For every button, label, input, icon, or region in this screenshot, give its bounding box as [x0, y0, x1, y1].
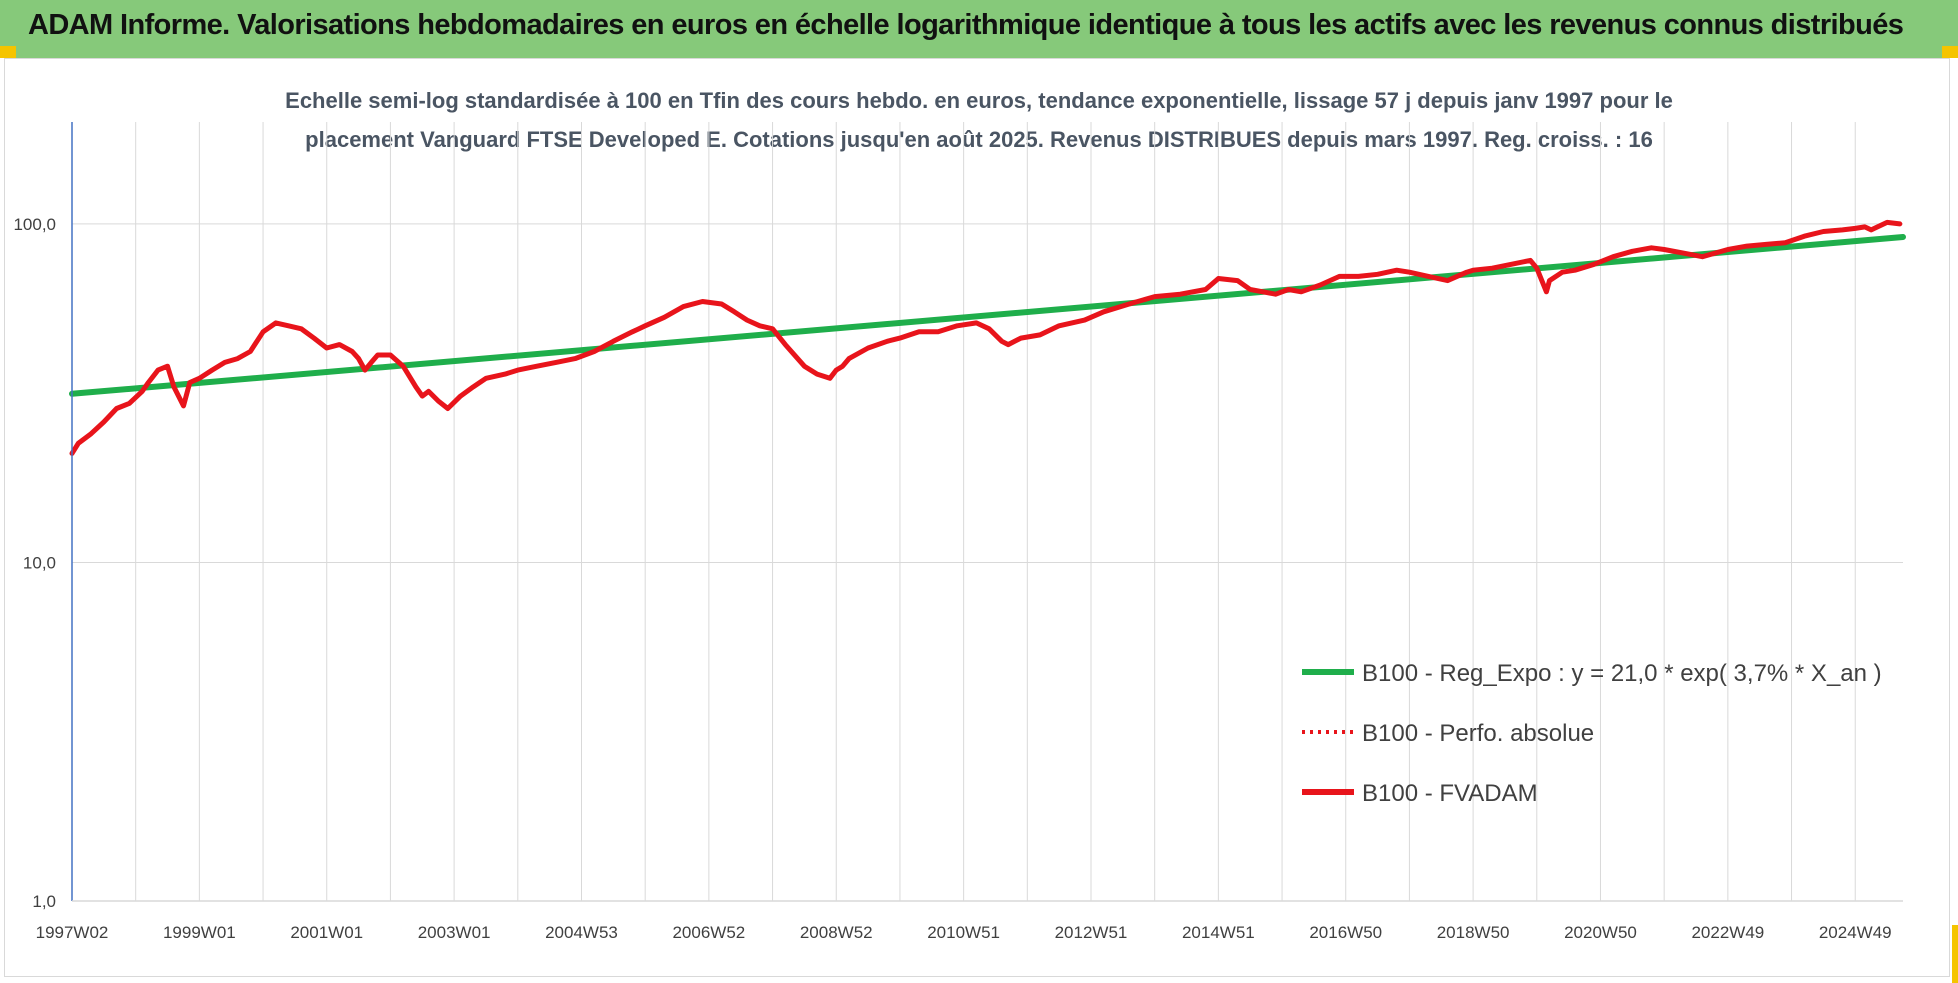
y-tick-label: 1,0 [32, 892, 56, 911]
x-tick-label: 2018W50 [1437, 923, 1510, 942]
corner-marker-bottom-right [1952, 925, 1958, 983]
banner-title: ADAM Informe. Valorisations hebdomadaire… [28, 9, 1904, 41]
chart-subtitle-line-1: Echelle semi-log standardisée à 100 en T… [285, 88, 1673, 113]
corner-marker-top-right [1942, 46, 1958, 58]
title-banner: ADAM Informe. Valorisations hebdomadaire… [0, 0, 1958, 58]
x-tick-label: 2012W51 [1055, 923, 1128, 942]
plot-series [69, 219, 1906, 456]
vertical-gridlines [135, 122, 1856, 901]
x-tick-label: 1999W01 [163, 923, 236, 942]
trend-line-series [69, 234, 1906, 397]
x-tick-label: 2001W01 [290, 923, 363, 942]
legend-item-perfo-absolue-label: B100 - Perfo. absolue [1362, 720, 1594, 747]
x-tick-label: 2016W50 [1309, 923, 1382, 942]
y-tick-label: 100,0 [13, 215, 56, 234]
chart-area-frame [4, 58, 1950, 977]
x-tick-label: 1997W02 [36, 923, 109, 942]
x-tick-label: 2008W52 [800, 923, 873, 942]
x-tick-label: 2014W51 [1182, 923, 1255, 942]
x-tick-label: 2006W52 [672, 923, 745, 942]
x-tick-label: 2022W49 [1691, 923, 1764, 942]
x-tick-label: 2024W49 [1819, 923, 1892, 942]
legend: B100 - Reg_Expo : y = 21,0 * exp( 3,7% *… [1302, 660, 1882, 807]
y-tick-label: 10,0 [23, 553, 56, 572]
x-tick-labels: 1997W02 1999W01 2001W01 2003W01 2004W53 2006W… [36, 923, 1892, 942]
fvadam-series [69, 219, 1903, 456]
chart-subtitle-line-2: placement Vanguard FTSE Developed E. Cot… [305, 127, 1653, 152]
x-tick-label: 2020W50 [1564, 923, 1637, 942]
x-tick-label: 2010W51 [927, 923, 1000, 942]
y-tick-labels: 1,0 10,0 100,0 [13, 215, 56, 911]
x-tick-label: 2003W01 [418, 923, 491, 942]
legend-item-reg-expo-label: B100 - Reg_Expo : y = 21,0 * exp( 3,7% *… [1362, 660, 1882, 687]
legend-item-fvadam-label: B100 - FVADAM [1362, 780, 1538, 807]
corner-marker-top-left [0, 46, 16, 58]
x-tick-label: 2004W53 [545, 923, 618, 942]
